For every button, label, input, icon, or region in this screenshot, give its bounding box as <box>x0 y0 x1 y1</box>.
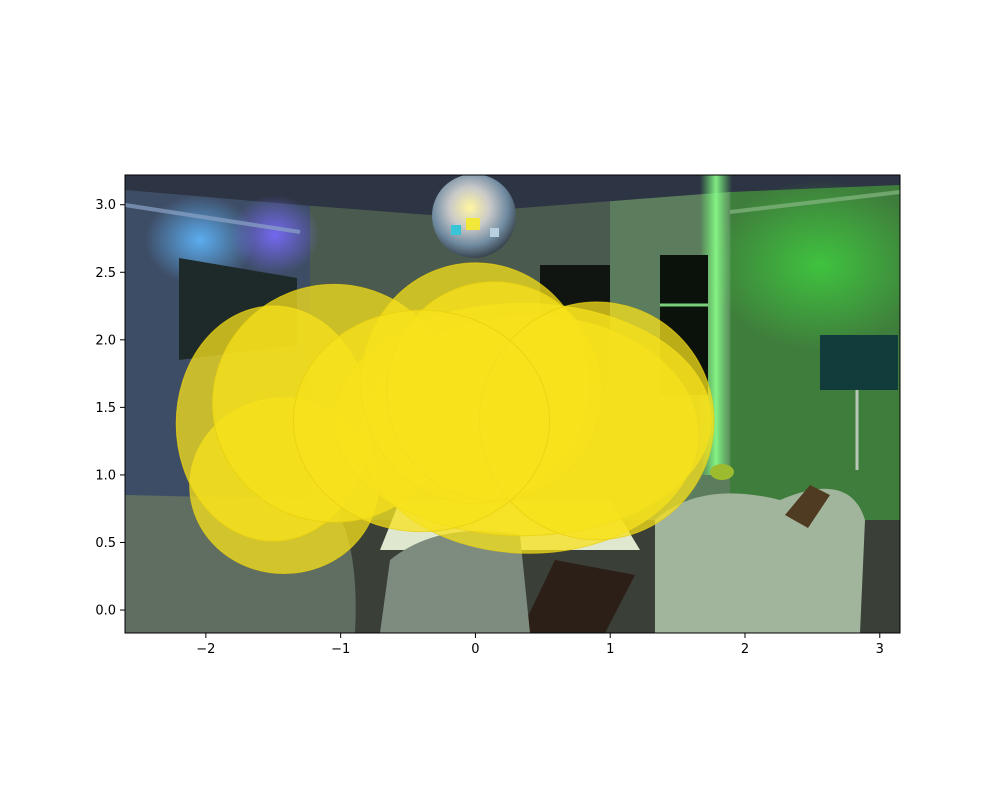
y-tick-label: 1.5 <box>95 401 116 416</box>
y-tick-label: 0.0 <box>95 604 116 619</box>
y-tick-label: 1.0 <box>95 468 116 483</box>
x-tick-label: 0 <box>471 642 479 657</box>
plot-area-frame <box>124 174 901 634</box>
ellipse-marker-9 <box>292 309 551 533</box>
y-tick-label: 2.5 <box>95 266 116 281</box>
x-tick-label: 3 <box>876 642 884 657</box>
room-background-image <box>125 175 900 633</box>
y-axis: 0.0 0.5 1.0 1.5 2.0 2.5 3.0 <box>95 198 125 619</box>
x-tick-label: 1 <box>606 642 614 657</box>
y-tick-label: 2.0 <box>95 333 116 348</box>
ellipse-marker-layer <box>175 262 715 575</box>
x-tick-label: −1 <box>331 642 350 657</box>
y-tick-label: 0.5 <box>95 536 116 551</box>
x-tick-label: −2 <box>196 642 215 657</box>
x-axis: −2 −1 0 1 2 3 <box>196 633 884 657</box>
x-tick-label: 2 <box>741 642 749 657</box>
y-tick-label: 3.0 <box>95 198 116 213</box>
